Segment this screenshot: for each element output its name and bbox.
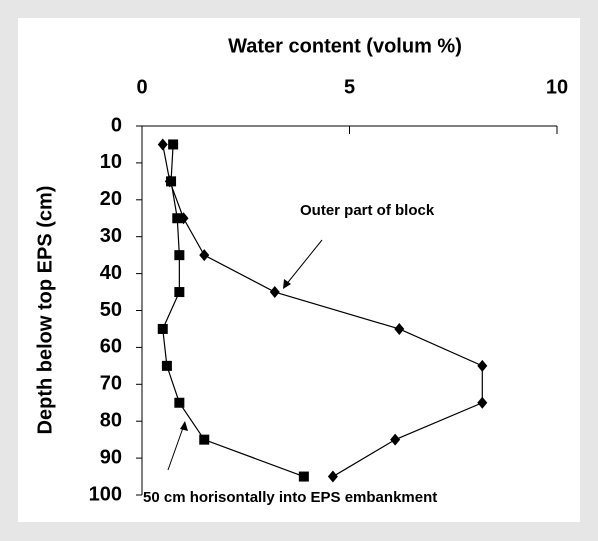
marker [157, 138, 168, 151]
marker [327, 470, 338, 483]
marker [477, 396, 488, 409]
x-tick-label: 10 [546, 76, 568, 98]
marker [269, 286, 280, 299]
marker [168, 139, 179, 150]
marker [390, 433, 401, 446]
marker [199, 249, 210, 262]
y-tick-label: 30 [100, 225, 122, 247]
marker [166, 176, 177, 187]
marker [174, 250, 185, 261]
y-tick-label: 100 [89, 483, 122, 505]
y-tick-label: 90 [100, 446, 122, 468]
x-axis-title: Water content (volum %) [228, 35, 462, 57]
annotation-arrow [284, 239, 323, 287]
arrow-head [283, 279, 291, 289]
y-tick-label: 80 [100, 409, 122, 431]
marker [477, 359, 488, 372]
y-tick-label: 60 [100, 336, 122, 358]
series-line [162, 144, 483, 478]
y-tick-label: 20 [100, 188, 122, 210]
marker [298, 471, 309, 482]
y-tick-label: 70 [100, 373, 122, 395]
y-tick-label: 50 [100, 299, 122, 321]
marker [174, 397, 185, 408]
arrow-head [180, 421, 188, 431]
annotation: 50 cm horisontally into EPS embankment [143, 489, 437, 506]
annotation-arrow [167, 424, 185, 471]
marker [157, 323, 168, 334]
x-tick-label: 0 [136, 76, 147, 98]
marker [199, 434, 210, 445]
annotation: Outer part of block [300, 202, 435, 219]
y-axis-title: Depth below top EPS (cm) [34, 186, 56, 435]
marker [394, 322, 405, 335]
marker [172, 213, 183, 224]
x-tick-label: 5 [344, 76, 355, 98]
series-line [162, 144, 305, 478]
chart-area [18, 18, 580, 522]
marker [174, 287, 185, 298]
y-tick-label: 0 [111, 114, 122, 136]
marker [161, 360, 172, 371]
y-tick-label: 40 [100, 262, 122, 284]
y-tick-label: 10 [100, 151, 122, 173]
